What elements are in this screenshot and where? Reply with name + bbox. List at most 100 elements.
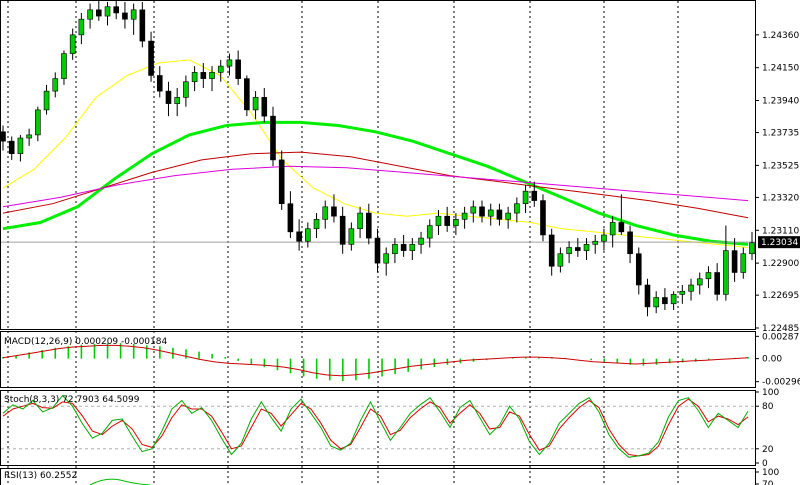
candle (461, 206, 468, 229)
candle (26, 128, 32, 146)
candle (609, 216, 616, 248)
candle (557, 247, 564, 273)
price-tick-label: 1.22900 (762, 259, 799, 269)
candle (69, 28, 76, 60)
candle (130, 3, 137, 35)
candle (383, 247, 390, 276)
moving-average-line (2, 120, 749, 246)
candle (348, 222, 355, 251)
candle (531, 181, 538, 207)
candle (261, 87, 268, 123)
candle (8, 136, 15, 160)
candle (723, 225, 729, 301)
moving-average-line (2, 165, 749, 208)
candle (244, 75, 250, 117)
candle (426, 219, 433, 248)
rsi-tick-label: 70 (762, 480, 774, 485)
candle (17, 134, 24, 162)
candle (409, 238, 416, 260)
candle (635, 247, 642, 295)
candle (575, 238, 581, 257)
stochastic-tick-label: 20 (762, 445, 774, 455)
candle (487, 203, 494, 226)
moving-average-line (2, 59, 749, 248)
stochastic-pane: 100 80 20 0 Stoch(8,3,3) 72.7903 64.5099 (1, 388, 779, 469)
candle (357, 206, 363, 239)
candlesticks (0, 0, 755, 317)
pane-frames (0, 0, 756, 485)
rsi-tick-label: 100 (762, 468, 779, 478)
candle (35, 106, 41, 142)
candle (139, 2, 146, 48)
vertical-grid (7, 1, 679, 485)
candle (296, 219, 302, 251)
candle (548, 228, 555, 276)
price-tick-label: 1.24360 (762, 31, 799, 41)
candle (43, 84, 50, 115)
candle (122, 2, 128, 29)
candle (435, 209, 442, 235)
candle (566, 241, 572, 264)
macd-signal-line (2, 344, 749, 377)
candle (496, 203, 503, 226)
candle (339, 206, 346, 254)
candle (540, 194, 546, 242)
stochastic-tick-label: 80 (762, 402, 774, 412)
candle (522, 184, 529, 214)
macd-tick-label: 0.00287 (762, 332, 799, 342)
price-tick-label: 1.22485 (762, 324, 799, 334)
candle (418, 231, 424, 254)
candle (444, 206, 450, 232)
price-tick-label: 1.24150 (762, 64, 799, 74)
candle (601, 228, 607, 251)
candle (670, 291, 677, 311)
candle (87, 3, 93, 29)
candle (278, 150, 285, 210)
candle (226, 53, 233, 76)
stochastic-tick-label: 100 (762, 388, 779, 398)
candle (662, 288, 668, 311)
candle (374, 228, 381, 273)
candle (453, 213, 459, 235)
candle (183, 75, 189, 107)
candle (618, 194, 625, 235)
candle (313, 213, 320, 239)
stochastic-k-line (2, 394, 749, 458)
candle (209, 66, 215, 92)
price-tick-label: 1.23320 (762, 193, 799, 203)
macd-tick-label: -0.002968 (762, 378, 800, 388)
candle (749, 231, 755, 260)
price-tick-label: 1.23735 (762, 129, 799, 139)
candle (583, 238, 590, 260)
candle (400, 234, 407, 257)
candle (392, 238, 398, 264)
candle (322, 200, 329, 229)
candle (148, 31, 154, 82)
candle (505, 206, 511, 229)
price-pane: 1.24360 1.24150 1.23940 1.23735 1.23525 1.233… (0, 0, 800, 334)
macd-tick-label: 0.00 (762, 355, 782, 365)
macd-label: MACD(12,26,9) 0.000209 -0.000184 (4, 337, 167, 347)
price-tick-label: 1.23940 (762, 97, 799, 107)
candle (714, 263, 720, 301)
current-price-label: 1.23034 (758, 236, 800, 249)
stochastic-label: Stoch(8,3,3) 72.7903 64.5099 (4, 395, 140, 405)
candle (470, 200, 477, 223)
candle (174, 87, 180, 117)
macd-pane: 0.00287 0.00 -0.002968 MACD(12,26,9) 0.000… (2, 332, 800, 388)
candle (78, 12, 85, 45)
candle (52, 72, 59, 98)
candle (479, 200, 485, 223)
price-tick-label: 1.22695 (762, 291, 799, 301)
candle (270, 106, 276, 167)
candle (104, 2, 111, 26)
candle (61, 50, 67, 85)
candle (156, 66, 163, 98)
moving-averages (2, 59, 749, 248)
candle (740, 247, 747, 279)
candle (331, 194, 337, 223)
candle (165, 81, 172, 117)
price-axis: 1.24360 1.24150 1.23940 1.23735 1.23525 1.233… (755, 31, 799, 334)
moving-average-line (2, 151, 749, 219)
candle (191, 66, 198, 92)
